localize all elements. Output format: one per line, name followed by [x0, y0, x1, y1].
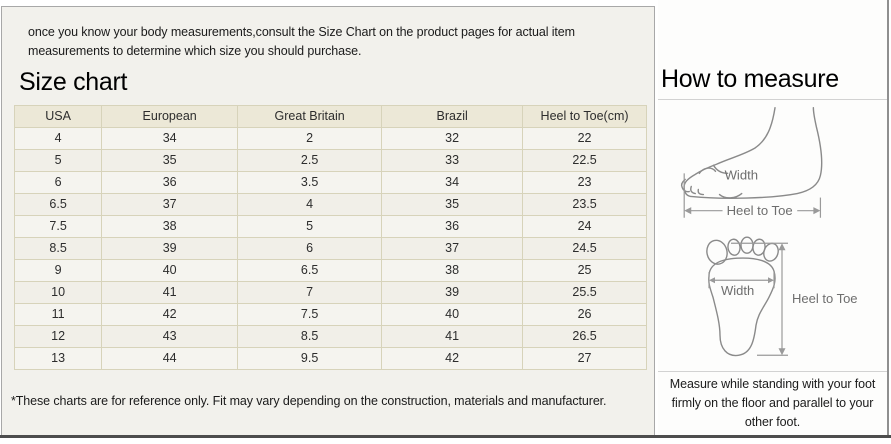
- table-cell: 36: [101, 170, 239, 194]
- column-header: Heel to Toe(cm): [522, 104, 647, 128]
- table-cell: 33: [381, 148, 524, 172]
- table-cell: 22.5: [522, 148, 647, 172]
- table-row: 9 40 6.5 38 25: [13, 258, 647, 282]
- reference-footnote: *These charts are for reference only. Fi…: [11, 393, 607, 408]
- table-row: 7.5 38 5 36 24: [13, 214, 647, 238]
- table-cell: 25: [522, 258, 647, 282]
- table-cell: 3.5: [237, 170, 383, 194]
- table-row: 6 36 3.5 34 23: [13, 170, 647, 194]
- table-cell: 4: [13, 126, 103, 150]
- table-cell: 9.5: [237, 346, 383, 370]
- table-cell: 6: [237, 236, 383, 260]
- top-width-label: Width: [721, 283, 754, 298]
- table-cell: 12: [13, 324, 103, 348]
- table-cell: 6.5: [237, 258, 383, 282]
- column-header: Great Britain: [237, 104, 383, 128]
- table-cell: 11: [13, 302, 103, 326]
- size-chart-table: USA European Great Britain Brazil Heel to To…: [13, 104, 647, 370]
- table-cell: 23.5: [522, 192, 647, 216]
- how-to-measure-title-row: How to measure: [658, 0, 887, 100]
- table-cell: 27: [522, 346, 647, 370]
- how-to-measure-title: How to measure: [661, 65, 839, 93]
- table-row: 4 34 2 32 22: [13, 126, 647, 150]
- table-cell: 24: [522, 214, 647, 238]
- table-row: 5 35 2.5 33 22.5: [13, 148, 647, 172]
- table-cell: 32: [381, 126, 524, 150]
- table-cell: 25.5: [522, 280, 647, 304]
- size-chart-panel: once you know your body measurements,con…: [1, 6, 655, 435]
- table-cell: 35: [381, 192, 524, 216]
- side-heel-to-toe-label: Heel to Toe: [726, 203, 792, 218]
- side-width-label: Width: [724, 167, 758, 182]
- table-cell: 5: [237, 214, 383, 238]
- table-cell: 38: [381, 258, 524, 282]
- table-cell: 7.5: [237, 302, 383, 326]
- how-to-measure-panel: How to measure Width Heel to Toe: [658, 0, 889, 435]
- table-cell: 8.5: [237, 324, 383, 348]
- table-cell: 37: [381, 236, 524, 260]
- table-cell: 41: [381, 324, 524, 348]
- table-cell: 38: [101, 214, 239, 238]
- table-cell: 13: [13, 346, 103, 370]
- table-cell: 37: [101, 192, 239, 216]
- table-cell: 10: [13, 280, 103, 304]
- foot-top-view-diagram: Width Heel to Toe: [705, 236, 858, 356]
- table-row: 10 41 7 39 25.5: [13, 280, 647, 304]
- table-cell: 34: [381, 170, 524, 194]
- table-cell: 6: [13, 170, 103, 194]
- table-row: 12 43 8.5 41 26.5: [13, 324, 647, 348]
- table-cell: 24.5: [522, 236, 647, 260]
- table-cell: 7.5: [13, 214, 103, 238]
- table-cell: 22: [522, 126, 647, 150]
- size-chart-title: Size chart: [19, 67, 128, 96]
- table-row: 13 44 9.5 42 27: [13, 346, 647, 370]
- top-heel-to-toe-label: Heel to Toe: [792, 291, 858, 306]
- table-cell: 23: [522, 170, 647, 194]
- table-cell: 4: [237, 192, 383, 216]
- bottom-border-bar: [0, 435, 891, 438]
- column-header: Brazil: [381, 104, 524, 128]
- table-row: 6.5 37 4 35 23.5: [13, 192, 647, 216]
- table-cell: 41: [101, 280, 239, 304]
- table-cell: 42: [381, 346, 524, 370]
- table-cell: 40: [101, 258, 239, 282]
- measure-diagrams: Width Heel to Toe: [658, 100, 887, 372]
- table-header-row: USA European Great Britain Brazil Heel to To…: [13, 104, 647, 128]
- size-table-body: 4 34 2 32 22 5 35 2.5 33 22.5 6 36 3.5 34 23 6.5 37 4 35 23…: [13, 126, 647, 370]
- table-cell: 36: [381, 214, 524, 238]
- table-cell: 26.5: [522, 324, 647, 348]
- table-cell: 40: [381, 302, 524, 326]
- table-cell: 44: [101, 346, 239, 370]
- table-cell: 26: [522, 302, 647, 326]
- table-cell: 8.5: [13, 236, 103, 260]
- table-cell: 2.5: [237, 148, 383, 172]
- column-header: USA: [13, 104, 103, 128]
- table-cell: 5: [13, 148, 103, 172]
- foot-side-view-diagram: Width Heel to Toe: [680, 107, 822, 218]
- table-cell: 35: [101, 148, 239, 172]
- column-header: European: [101, 104, 239, 128]
- intro-text: once you know your body measurements,con…: [28, 25, 575, 59]
- table-cell: 9: [13, 258, 103, 282]
- table-cell: 6.5: [13, 192, 103, 216]
- table-cell: 43: [101, 324, 239, 348]
- table-cell: 2: [237, 126, 383, 150]
- table-cell: 34: [101, 126, 239, 150]
- table-cell: 7: [237, 280, 383, 304]
- table-cell: 39: [101, 236, 239, 260]
- table-cell: 42: [101, 302, 239, 326]
- table-row: 8.5 39 6 37 24.5: [13, 236, 647, 260]
- measure-instruction: Measure while standing with your foot fi…: [669, 377, 876, 429]
- table-cell: 39: [381, 280, 524, 304]
- table-row: 11 42 7.5 40 26: [13, 302, 647, 326]
